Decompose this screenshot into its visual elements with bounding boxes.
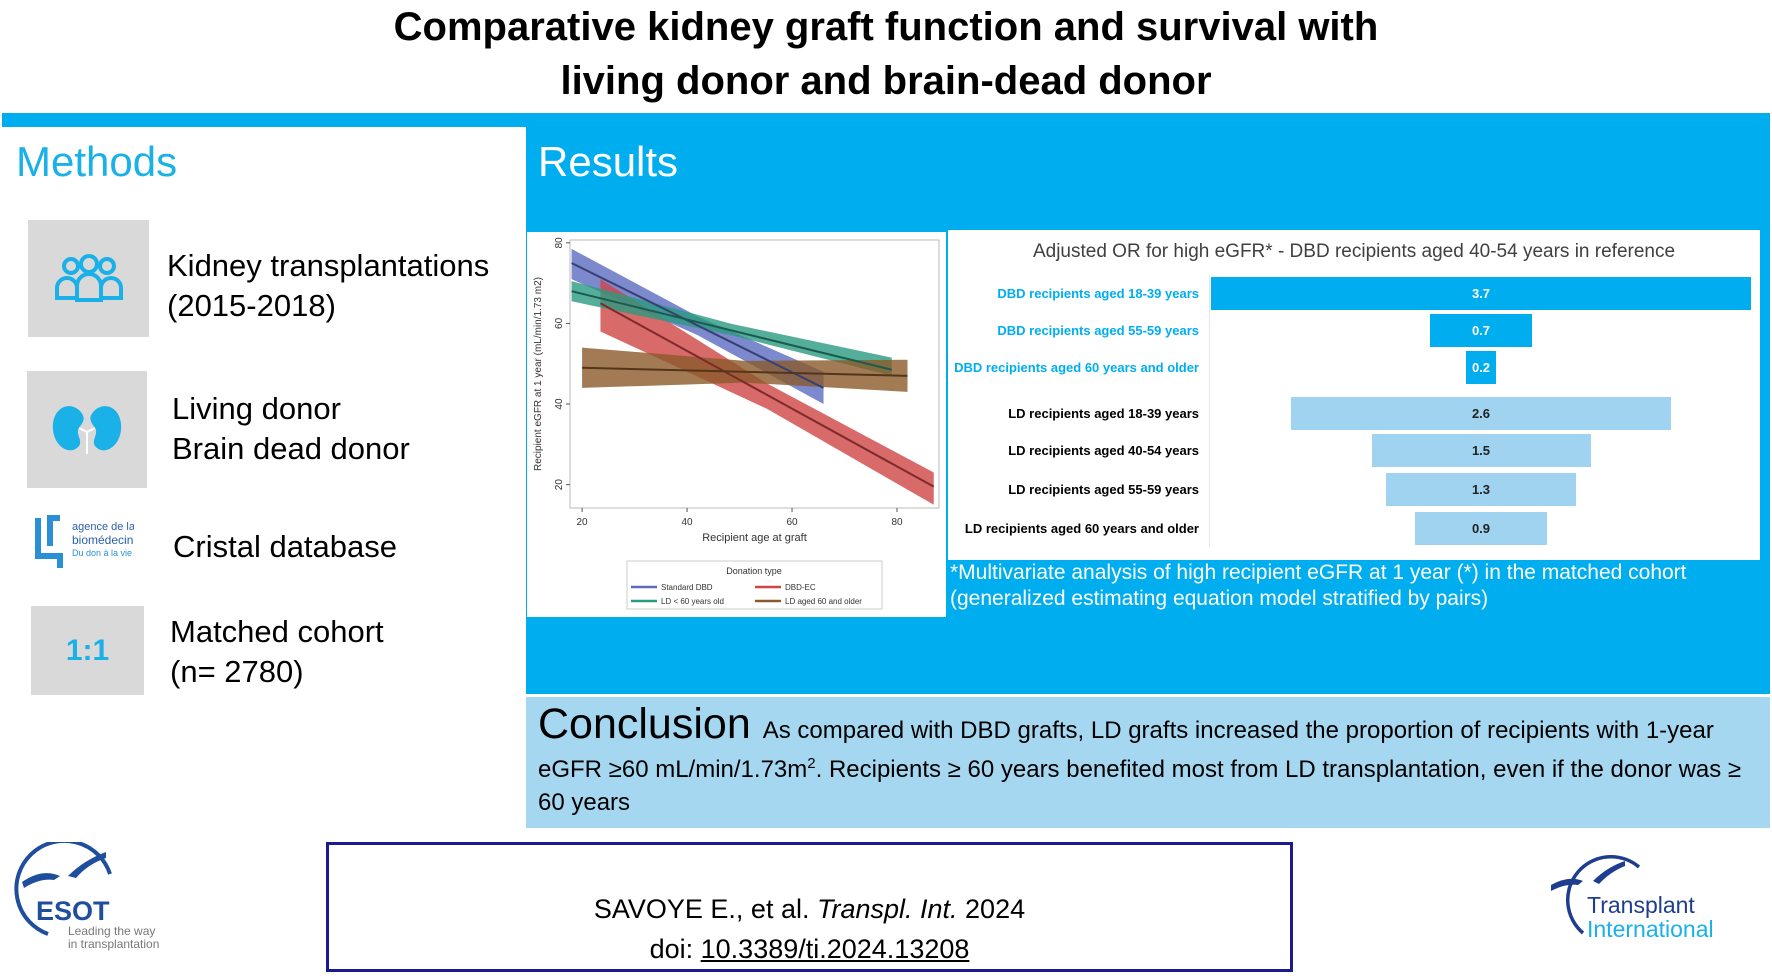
y-tick-label: 20 [554,479,565,491]
svg-text:Du don à la vie: Du don à la vie [72,548,132,558]
esot-logo: ESOT Leading the way in transplantation [8,838,168,952]
x-tick-label: 80 [891,517,903,528]
method-text: Kidney transplantations [167,248,490,283]
method-item-donors: Living donor Brain dead donor [172,389,410,469]
method-text: (2015-2018) [167,288,336,323]
method-text: Matched cohort [170,614,384,649]
series-line [571,262,824,389]
legend-label: LD aged 60 and older [785,597,862,606]
people-icon [28,220,149,337]
ci-band [600,279,934,505]
x-tick-label: 20 [577,517,589,528]
series-line [599,302,935,488]
kidneys-icon [27,371,147,488]
series-line [582,366,908,377]
method-text: Living donor [172,391,341,426]
bar: 2.6 [1291,397,1671,430]
legend-box [626,560,883,610]
results-heading: Results [538,138,679,185]
footnote-line: (generalized estimating equation model s… [950,587,1489,610]
divider-bar [2,113,1770,127]
line-chart-svg: 20 40 60 80 20 40 60 80 Recipient age at graft Re… [533,237,940,610]
plot-frame [569,239,940,509]
citation-authors: SAVOYE E., et al. [593,894,817,924]
svg-text:in transplantation: in transplantation [68,937,159,951]
conclusion-panel [526,697,1770,828]
agence-biomedecine-logo: agence de la biomédecine Du don à la vie [34,514,140,570]
method-item-cohort: Matched cohort (n= 2780) [170,612,384,692]
footnote-line: *Multivariate analysis of high recipient… [950,561,1687,584]
bar: 0.2 [1466,351,1496,384]
legend-label: LD < 60 years old [661,597,724,606]
doi-link[interactable]: 10.3389/ti.2024.13208 [700,934,970,964]
transplant-international-logo: Transplant International [1535,845,1755,945]
bar: 0.7 [1429,314,1533,347]
legend-title: Donation type [726,566,782,576]
bar: 3.7 [1210,277,1752,310]
footnote: *Multivariate analysis of high recipient… [950,560,1687,612]
legend-label: Standard DBD [661,583,713,592]
svg-text:Transplant: Transplant [1587,892,1695,918]
y-tick-label: 40 [554,398,565,410]
bar-category-label: LD recipients aged 55-59 years [1008,481,1199,497]
svg-text:Leading the way: Leading the way [68,924,155,938]
conclusion-body: . Recipients ≥ 60 years benefited most f… [538,756,1742,816]
title-line-1: Comparative kidney graft function and su… [393,5,1379,49]
method-item-database: Cristal database [173,529,398,564]
citation-doi: doi: 10.3389/ti.2024.13208 [329,929,1290,969]
ratio-badge: 1:1 [31,606,144,695]
conclusion-heading: Conclusion [538,700,751,748]
citation-ref: SAVOYE E., et al. Transpl. Int. 2024 [329,889,1290,929]
citation-spacer [329,855,1290,889]
svg-text:International: International [1587,916,1714,942]
title-line-2: living donor and brain-dead donor [560,59,1212,103]
bar-chart-title: Adjusted OR for high eGFR* - DBD recipie… [1032,241,1676,262]
citation-year: 2024 [957,894,1026,924]
bar-category-label: LD recipients aged 60 years and older [964,520,1199,536]
method-text: Brain dead donor [172,431,410,466]
bar: 1.3 [1386,473,1576,506]
superscript: 2 [807,755,816,772]
bar-category-label: DBD recipients aged 18-39 years [997,285,1199,301]
citation-journal: Transpl. Int. [816,894,958,924]
bar-category-label: LD recipients aged 40-54 years [1008,442,1199,458]
bar: 0.9 [1415,512,1547,545]
bar-category-label: DBD recipients aged 60 years and older [954,359,1199,375]
page-title: Comparative kidney graft function and su… [0,0,1772,108]
method-item-transplantations: Kidney transplantations (2015-2018) [167,246,489,326]
method-text: (n= 2780) [170,654,304,689]
series-line [571,290,892,371]
svg-text:agence de la: agence de la [72,521,134,533]
x-tick-label: 60 [786,517,798,528]
y-tick-label: 80 [554,237,565,249]
svg-text:ESOT: ESOT [36,896,110,926]
bar: 1.5 [1371,434,1591,467]
ci-band [582,347,908,392]
conclusion-text: Conclusion As compared with DBD grafts, … [538,703,1748,819]
axis-line [1209,275,1210,547]
conclusion-body: As compared with DBD grafts, LD grafts i… [538,717,1714,783]
line-chart: 20 40 60 80 20 40 60 80 Recipient age at graft Re… [527,232,946,617]
y-axis-label: Recipient eGFR at 1 year (mL/min/1.73 m2… [533,277,544,471]
legend-label: DBD-EC [785,583,816,592]
bar-category-label: LD recipients aged 18-39 years [1008,405,1199,421]
citation-box: SAVOYE E., et al. Transpl. Int. 2024 doi… [326,842,1293,972]
x-axis-label: Recipient age at graft [702,532,807,544]
doi-label: doi: [649,934,701,964]
bar-category-label: DBD recipients aged 55-59 years [997,322,1199,338]
y-tick-label: 60 [554,317,565,329]
ci-band [571,281,892,376]
svg-text:biomédecine: biomédecine [72,533,134,547]
x-tick-label: 40 [681,517,693,528]
methods-heading: Methods [16,138,178,185]
